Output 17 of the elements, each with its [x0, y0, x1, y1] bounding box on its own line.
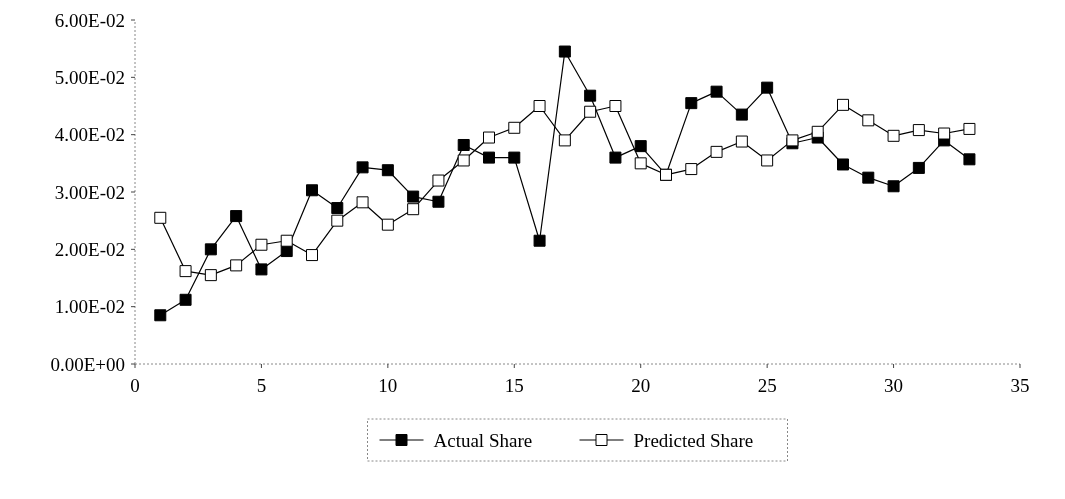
y-tick-label: 2.00E-02 [54, 238, 125, 260]
y-tick-label: 6.00E-02 [54, 9, 125, 31]
y-tick-label: 3.00E-02 [54, 181, 125, 203]
x-tick-label: 20 [631, 375, 651, 396]
legend-label: Predicted Share [633, 429, 754, 451]
y-tick-label: 0.00E+00 [50, 353, 125, 375]
x-tick-label: 10 [378, 375, 398, 396]
legend-label: Actual Share [433, 429, 533, 451]
x-tick-label: 15 [504, 375, 524, 396]
x-tick-label: 5 [256, 375, 267, 396]
y-tick-label: 4.00E-02 [54, 124, 125, 146]
x-tick-label: 35 [1010, 375, 1030, 396]
x-tick-label: 30 [884, 375, 904, 396]
x-tick-label: 25 [757, 375, 777, 396]
y-tick-label: 1.00E-02 [54, 296, 125, 318]
y-tick-label: 5.00E-02 [54, 66, 125, 88]
x-tick-label: 0 [130, 375, 140, 396]
